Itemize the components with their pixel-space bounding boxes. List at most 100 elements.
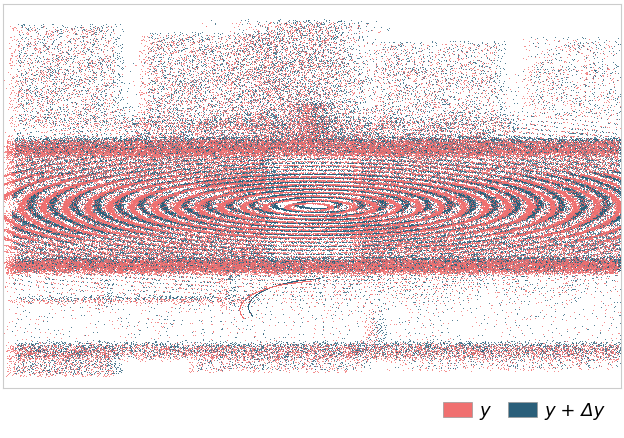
Point — [572, 141, 582, 148]
Point — [135, 139, 145, 146]
Point — [439, 174, 449, 181]
Point — [166, 208, 176, 215]
Point — [38, 147, 48, 154]
Point — [466, 260, 476, 267]
Point — [560, 264, 570, 271]
Point — [356, 209, 366, 216]
Point — [460, 208, 470, 215]
Point — [310, 177, 320, 184]
Point — [577, 196, 587, 203]
Point — [372, 184, 382, 191]
Point — [290, 211, 300, 218]
Point — [476, 264, 486, 271]
Point — [173, 265, 183, 272]
Point — [548, 363, 558, 370]
Point — [177, 181, 187, 188]
Point — [250, 292, 260, 299]
Point — [492, 214, 502, 221]
Point — [74, 144, 84, 151]
Point — [90, 62, 100, 69]
Point — [365, 268, 375, 275]
Point — [583, 256, 593, 263]
Point — [306, 182, 316, 189]
Point — [26, 99, 36, 106]
Point — [61, 147, 71, 154]
Point — [265, 152, 275, 159]
Point — [393, 215, 403, 222]
Point — [55, 230, 65, 237]
Point — [228, 228, 238, 235]
Point — [154, 234, 163, 241]
Point — [456, 209, 466, 216]
Point — [259, 235, 269, 242]
Point — [585, 247, 595, 254]
Point — [536, 168, 546, 175]
Point — [268, 176, 278, 183]
Point — [16, 206, 26, 213]
Point — [278, 140, 288, 147]
Point — [76, 181, 86, 188]
Point — [316, 144, 326, 151]
Point — [361, 139, 371, 146]
Point — [552, 195, 562, 202]
Point — [521, 215, 531, 222]
Point — [459, 209, 469, 216]
Point — [230, 266, 240, 273]
Point — [295, 223, 305, 230]
Point — [324, 232, 334, 239]
Point — [141, 345, 151, 352]
Point — [16, 244, 26, 251]
Point — [215, 153, 225, 160]
Point — [447, 261, 457, 268]
Point — [261, 101, 271, 108]
Point — [40, 254, 50, 261]
Point — [112, 181, 122, 188]
Point — [505, 237, 515, 244]
Point — [603, 145, 613, 152]
Point — [346, 191, 356, 198]
Point — [451, 160, 461, 167]
Point — [337, 177, 347, 184]
Point — [414, 113, 424, 120]
Point — [422, 197, 432, 204]
Point — [604, 262, 614, 269]
Point — [56, 76, 66, 83]
Point — [531, 263, 541, 270]
Point — [343, 233, 353, 240]
Point — [99, 184, 109, 191]
Point — [480, 212, 490, 219]
Point — [562, 141, 572, 148]
Point — [157, 262, 167, 269]
Point — [436, 217, 446, 224]
Point — [391, 355, 401, 362]
Point — [158, 152, 168, 159]
Point — [378, 146, 388, 153]
Point — [456, 233, 466, 240]
Point — [432, 210, 442, 217]
Point — [144, 127, 154, 134]
Point — [388, 345, 398, 352]
Point — [319, 134, 329, 141]
Point — [278, 55, 288, 62]
Point — [207, 149, 217, 156]
Point — [179, 186, 189, 193]
Point — [28, 147, 38, 154]
Point — [230, 156, 240, 163]
Point — [180, 187, 190, 194]
Point — [514, 345, 524, 352]
Point — [157, 139, 167, 146]
Point — [433, 169, 443, 176]
Point — [308, 230, 318, 237]
Point — [242, 149, 252, 156]
Point — [531, 161, 541, 168]
Point — [163, 223, 173, 230]
Point — [596, 259, 606, 266]
Point — [363, 178, 373, 185]
Point — [476, 214, 486, 221]
Point — [271, 55, 281, 62]
Point — [94, 212, 104, 219]
Point — [222, 160, 232, 167]
Point — [37, 370, 47, 377]
Point — [270, 249, 280, 256]
Point — [45, 201, 55, 208]
